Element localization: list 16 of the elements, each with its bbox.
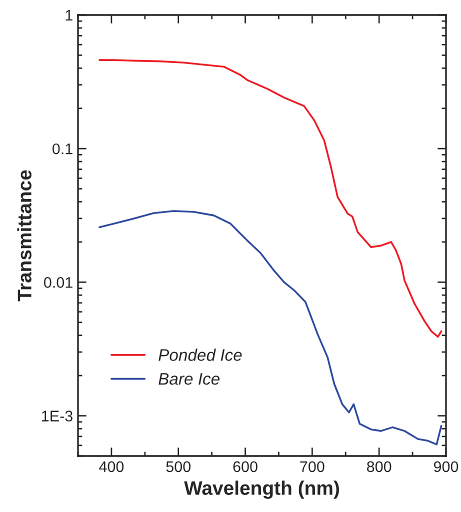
x-tick-label: 600 xyxy=(233,461,258,472)
x-tick-label: 700 xyxy=(300,461,324,472)
line-series xyxy=(98,210,442,446)
y-tick-label: 1 xyxy=(66,10,72,21)
line-series xyxy=(98,59,442,338)
legend-label: Bare Ice xyxy=(158,373,220,385)
x-tick-label: 800 xyxy=(367,461,392,472)
y-tick-label: 0.01 xyxy=(44,277,72,288)
x-tick-label: 500 xyxy=(166,461,191,472)
x-axis-title: Wavelength (nm) xyxy=(184,480,339,499)
legend-label: Ponded Ice xyxy=(158,348,242,361)
x-tick-label: 400 xyxy=(99,461,124,472)
x-tick-label: 900 xyxy=(434,461,458,472)
y-tick-label: 0.1 xyxy=(52,143,72,154)
y-axis-title: Transmittance xyxy=(17,170,32,302)
y-tick-label: 1E-3 xyxy=(42,410,72,422)
